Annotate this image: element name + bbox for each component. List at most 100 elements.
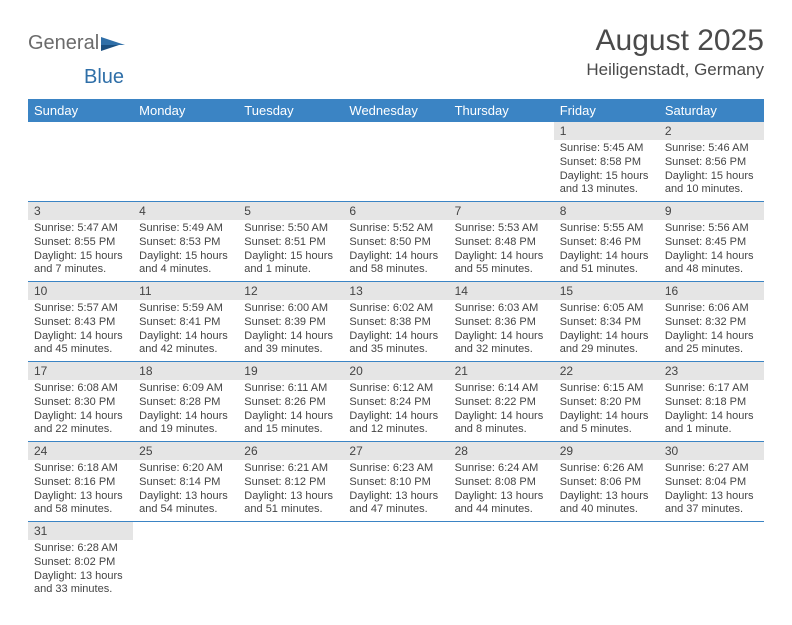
day-number bbox=[659, 522, 764, 541]
day-number: 3 bbox=[28, 202, 133, 221]
daylight-line1: Daylight: 13 hours bbox=[665, 490, 758, 504]
daylight-line2: and 35 minutes. bbox=[349, 343, 442, 357]
weekday-header: Monday bbox=[133, 99, 238, 122]
day-detail: Sunrise: 5:47 AMSunset: 8:55 PMDaylight:… bbox=[28, 220, 133, 282]
sunset: Sunset: 8:28 PM bbox=[139, 396, 232, 410]
sunset: Sunset: 8:43 PM bbox=[34, 316, 127, 330]
location: Heiligenstadt, Germany bbox=[586, 60, 764, 80]
daylight-line1: Daylight: 15 hours bbox=[244, 250, 337, 264]
day-number: 28 bbox=[449, 442, 554, 461]
daylight-line1: Daylight: 14 hours bbox=[349, 250, 442, 264]
daylight-line2: and 1 minute. bbox=[244, 263, 337, 277]
sunset: Sunset: 8:24 PM bbox=[349, 396, 442, 410]
logo-text-1: General bbox=[28, 32, 99, 55]
daylight-line2: and 13 minutes. bbox=[560, 183, 653, 197]
day-number: 31 bbox=[28, 522, 133, 541]
daynum-row: 17181920212223 bbox=[28, 362, 764, 381]
sunrise: Sunrise: 6:18 AM bbox=[34, 462, 127, 476]
day-detail: Sunrise: 6:11 AMSunset: 8:26 PMDaylight:… bbox=[238, 380, 343, 442]
weekday-header: Friday bbox=[554, 99, 659, 122]
sunrise: Sunrise: 6:11 AM bbox=[244, 382, 337, 396]
daylight-line1: Daylight: 13 hours bbox=[34, 570, 127, 584]
day-detail: Sunrise: 6:03 AMSunset: 8:36 PMDaylight:… bbox=[449, 300, 554, 362]
sunrise: Sunrise: 5:49 AM bbox=[139, 222, 232, 236]
daylight-line1: Daylight: 14 hours bbox=[455, 410, 548, 424]
daynum-row: 24252627282930 bbox=[28, 442, 764, 461]
sunrise: Sunrise: 5:53 AM bbox=[455, 222, 548, 236]
day-detail bbox=[449, 140, 554, 202]
day-number: 5 bbox=[238, 202, 343, 221]
day-detail: Sunrise: 6:09 AMSunset: 8:28 PMDaylight:… bbox=[133, 380, 238, 442]
sunset: Sunset: 8:26 PM bbox=[244, 396, 337, 410]
sunrise: Sunrise: 6:17 AM bbox=[665, 382, 758, 396]
detail-row: Sunrise: 5:45 AMSunset: 8:58 PMDaylight:… bbox=[28, 140, 764, 202]
sunrise: Sunrise: 6:12 AM bbox=[349, 382, 442, 396]
day-number bbox=[449, 122, 554, 140]
sunrise: Sunrise: 6:23 AM bbox=[349, 462, 442, 476]
day-detail bbox=[554, 540, 659, 601]
sunrise: Sunrise: 6:03 AM bbox=[455, 302, 548, 316]
day-number: 23 bbox=[659, 362, 764, 381]
daylight-line1: Daylight: 15 hours bbox=[139, 250, 232, 264]
sunset: Sunset: 8:08 PM bbox=[455, 476, 548, 490]
detail-row: Sunrise: 6:18 AMSunset: 8:16 PMDaylight:… bbox=[28, 460, 764, 522]
sunrise: Sunrise: 5:55 AM bbox=[560, 222, 653, 236]
day-detail: Sunrise: 6:05 AMSunset: 8:34 PMDaylight:… bbox=[554, 300, 659, 362]
day-number: 14 bbox=[449, 282, 554, 301]
daylight-line2: and 45 minutes. bbox=[34, 343, 127, 357]
daylight-line1: Daylight: 15 hours bbox=[665, 170, 758, 184]
daylight-line1: Daylight: 14 hours bbox=[665, 250, 758, 264]
daylight-line1: Daylight: 13 hours bbox=[560, 490, 653, 504]
daylight-line1: Daylight: 14 hours bbox=[560, 250, 653, 264]
sunset: Sunset: 8:58 PM bbox=[560, 156, 653, 170]
daylight-line1: Daylight: 13 hours bbox=[244, 490, 337, 504]
day-detail: Sunrise: 5:53 AMSunset: 8:48 PMDaylight:… bbox=[449, 220, 554, 282]
day-detail bbox=[449, 540, 554, 601]
daylight-line1: Daylight: 14 hours bbox=[455, 250, 548, 264]
day-number: 9 bbox=[659, 202, 764, 221]
day-detail bbox=[133, 540, 238, 601]
daylight-line1: Daylight: 14 hours bbox=[34, 410, 127, 424]
day-number: 21 bbox=[449, 362, 554, 381]
sunrise: Sunrise: 6:26 AM bbox=[560, 462, 653, 476]
sunrise: Sunrise: 6:27 AM bbox=[665, 462, 758, 476]
daylight-line2: and 33 minutes. bbox=[34, 583, 127, 597]
daylight-line2: and 58 minutes. bbox=[349, 263, 442, 277]
day-number: 7 bbox=[449, 202, 554, 221]
day-detail: Sunrise: 6:21 AMSunset: 8:12 PMDaylight:… bbox=[238, 460, 343, 522]
day-number bbox=[133, 122, 238, 140]
sunset: Sunset: 8:18 PM bbox=[665, 396, 758, 410]
sunset: Sunset: 8:45 PM bbox=[665, 236, 758, 250]
daylight-line1: Daylight: 13 hours bbox=[455, 490, 548, 504]
daylight-line2: and 1 minute. bbox=[665, 423, 758, 437]
detail-row: Sunrise: 6:28 AMSunset: 8:02 PMDaylight:… bbox=[28, 540, 764, 601]
day-detail bbox=[659, 540, 764, 601]
weekday-header: Sunday bbox=[28, 99, 133, 122]
day-detail: Sunrise: 6:14 AMSunset: 8:22 PMDaylight:… bbox=[449, 380, 554, 442]
daylight-line2: and 54 minutes. bbox=[139, 503, 232, 517]
sunrise: Sunrise: 6:21 AM bbox=[244, 462, 337, 476]
day-number: 24 bbox=[28, 442, 133, 461]
weekday-header: Saturday bbox=[659, 99, 764, 122]
sunset: Sunset: 8:41 PM bbox=[139, 316, 232, 330]
daylight-line1: Daylight: 15 hours bbox=[560, 170, 653, 184]
detail-row: Sunrise: 6:08 AMSunset: 8:30 PMDaylight:… bbox=[28, 380, 764, 442]
daylight-line2: and 32 minutes. bbox=[455, 343, 548, 357]
weekday-header: Thursday bbox=[449, 99, 554, 122]
daylight-line2: and 42 minutes. bbox=[139, 343, 232, 357]
sunrise: Sunrise: 5:52 AM bbox=[349, 222, 442, 236]
day-number: 17 bbox=[28, 362, 133, 381]
daylight-line2: and 37 minutes. bbox=[665, 503, 758, 517]
day-number: 29 bbox=[554, 442, 659, 461]
sunset: Sunset: 8:56 PM bbox=[665, 156, 758, 170]
sunset: Sunset: 8:46 PM bbox=[560, 236, 653, 250]
sunset: Sunset: 8:22 PM bbox=[455, 396, 548, 410]
sunset: Sunset: 8:10 PM bbox=[349, 476, 442, 490]
sunset: Sunset: 8:30 PM bbox=[34, 396, 127, 410]
daylight-line1: Daylight: 14 hours bbox=[455, 330, 548, 344]
day-number: 15 bbox=[554, 282, 659, 301]
daylight-line2: and 22 minutes. bbox=[34, 423, 127, 437]
day-number: 20 bbox=[343, 362, 448, 381]
day-number: 2 bbox=[659, 122, 764, 140]
daylight-line2: and 15 minutes. bbox=[244, 423, 337, 437]
